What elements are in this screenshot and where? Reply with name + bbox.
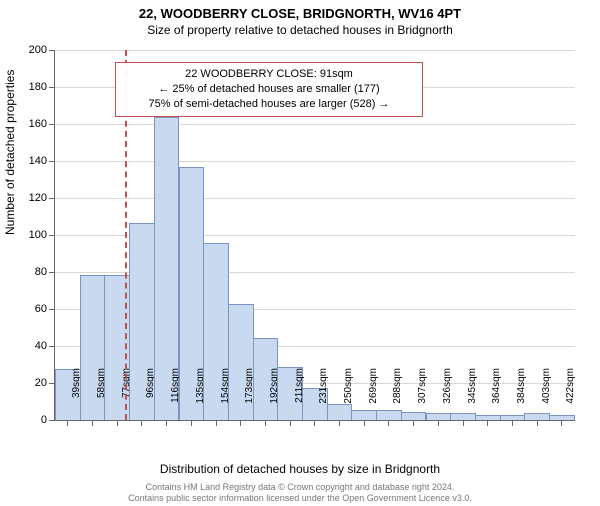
annotation-line: 75% of semi-detached houses are larger (…	[124, 97, 414, 112]
x-tick	[339, 420, 340, 426]
plot-area: 02040608010012014016018020039sqm58sqm77s…	[54, 50, 575, 421]
y-tick-label: 0	[7, 414, 47, 426]
x-tick	[216, 420, 217, 426]
gridline	[55, 198, 575, 199]
x-tick	[561, 420, 562, 426]
x-tick	[191, 420, 192, 426]
y-tick-label: 200	[7, 44, 47, 56]
y-axis-label: Number of detached properties	[3, 70, 17, 235]
y-tick	[49, 309, 55, 310]
x-tick	[141, 420, 142, 426]
chart-container: 02040608010012014016018020039sqm58sqm77s…	[54, 50, 574, 420]
annotation-box: 22 WOODBERRY CLOSE: 91sqm← 25% of detach…	[115, 62, 423, 117]
y-tick-label: 40	[7, 340, 47, 352]
y-tick	[49, 124, 55, 125]
x-tick	[388, 420, 389, 426]
y-tick-label: 20	[7, 377, 47, 389]
x-tick	[512, 420, 513, 426]
x-tick	[117, 420, 118, 426]
y-tick	[49, 346, 55, 347]
x-tick	[487, 420, 488, 426]
x-tick-label: 422sqm	[565, 368, 576, 428]
y-tick	[49, 87, 55, 88]
page-title: 22, WOODBERRY CLOSE, BRIDGNORTH, WV16 4P…	[0, 6, 600, 21]
page-subtitle: Size of property relative to detached ho…	[0, 23, 600, 37]
x-tick	[463, 420, 464, 426]
footer-line-1: Contains HM Land Registry data © Crown c…	[0, 482, 600, 493]
annotation-line: ← 25% of detached houses are smaller (17…	[124, 82, 414, 97]
y-tick	[49, 198, 55, 199]
y-tick	[49, 420, 55, 421]
x-tick	[290, 420, 291, 426]
x-axis-label: Distribution of detached houses by size …	[0, 462, 600, 476]
gridline	[55, 161, 575, 162]
x-tick	[364, 420, 365, 426]
x-tick	[240, 420, 241, 426]
x-tick	[413, 420, 414, 426]
annotation-line: 22 WOODBERRY CLOSE: 91sqm	[124, 67, 414, 82]
x-tick	[438, 420, 439, 426]
x-tick	[166, 420, 167, 426]
y-tick	[49, 161, 55, 162]
x-tick	[67, 420, 68, 426]
y-tick-label: 60	[7, 303, 47, 315]
x-tick	[314, 420, 315, 426]
gridline	[55, 124, 575, 125]
x-tick	[92, 420, 93, 426]
y-tick-label: 80	[7, 266, 47, 278]
x-tick	[537, 420, 538, 426]
y-tick	[49, 50, 55, 51]
footer-line-2: Contains public sector information licen…	[0, 493, 600, 504]
y-tick	[49, 272, 55, 273]
x-tick	[265, 420, 266, 426]
gridline	[55, 50, 575, 51]
footer-attribution: Contains HM Land Registry data © Crown c…	[0, 482, 600, 504]
y-tick	[49, 235, 55, 236]
